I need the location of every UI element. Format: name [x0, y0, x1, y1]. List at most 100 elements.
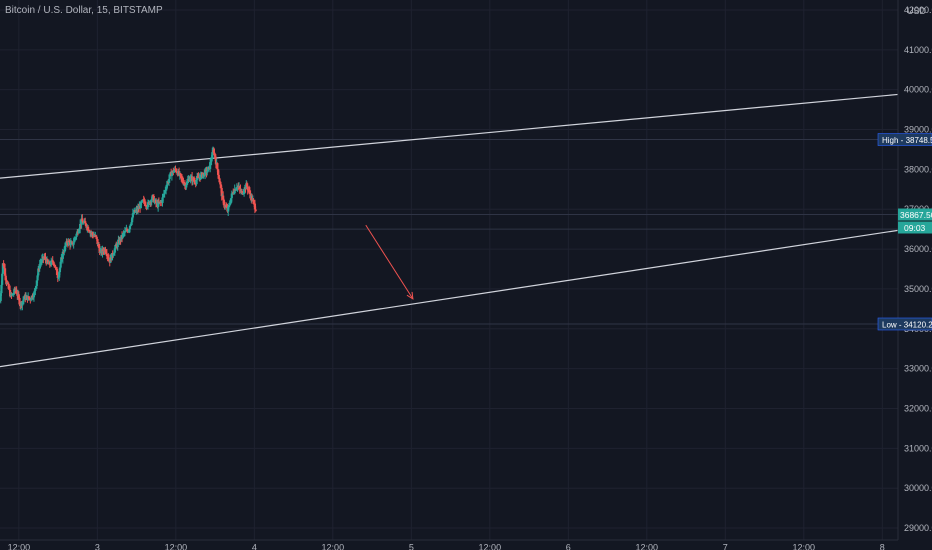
candle-body — [196, 176, 199, 180]
candle-body — [134, 210, 137, 212]
candle-body — [44, 257, 47, 260]
candle-body — [145, 205, 148, 208]
candle-body — [179, 173, 182, 176]
candle-body — [212, 150, 215, 153]
candle-body — [199, 174, 202, 180]
candle-body — [235, 188, 238, 191]
candle-body — [209, 162, 212, 169]
candle-body — [168, 174, 171, 179]
candle-body — [126, 229, 129, 231]
candle-body — [165, 184, 168, 189]
candle-body — [222, 195, 225, 200]
trendline — [0, 93, 899, 179]
time-axis-label: 7 — [723, 542, 728, 550]
candle-body — [35, 280, 38, 286]
candle-body — [248, 190, 251, 195]
candle-body — [31, 295, 34, 298]
candle-body — [172, 170, 176, 173]
candle-body — [146, 207, 149, 209]
candle-body — [216, 163, 219, 170]
price-axis-label: 40000.00 — [904, 85, 932, 95]
candle-body — [58, 272, 61, 278]
candle-body — [116, 242, 119, 248]
candle-body — [74, 237, 77, 239]
candle-body — [175, 171, 179, 173]
candle-body — [189, 176, 192, 179]
time-axis-label: 12:00 — [165, 542, 188, 550]
low-price-tag — [877, 317, 932, 331]
candle-body — [232, 193, 236, 195]
current-price-tag — [898, 208, 932, 221]
candle-body — [67, 240, 70, 244]
candle-body — [50, 260, 53, 265]
symbol-title[interactable]: Bitcoin / U.S. Dollar, 15, BITSTAMP — [5, 5, 163, 16]
candle-body — [104, 248, 107, 252]
candle-body — [56, 275, 59, 278]
candle-body — [29, 299, 33, 301]
candle-body — [229, 202, 232, 205]
candle-body — [37, 268, 40, 276]
candle-body — [78, 229, 81, 232]
high-price-text: High - 38748.52 — [882, 136, 932, 145]
candle-body — [123, 230, 127, 233]
price-axis-label: 31000.00 — [904, 443, 932, 453]
candle-body — [241, 191, 244, 195]
candle-body — [64, 245, 67, 247]
candle-body — [230, 193, 233, 199]
candle-body — [79, 223, 82, 230]
candle-body — [152, 196, 155, 203]
time-axis-label: 12:00 — [8, 542, 31, 550]
candle-body — [40, 258, 43, 263]
candle-body — [217, 174, 220, 179]
candle-body — [209, 161, 212, 163]
candle-body — [124, 230, 127, 232]
candle-body — [225, 206, 228, 208]
currency-label: USD — [907, 6, 927, 16]
candle-body — [253, 203, 257, 210]
candle-body — [111, 253, 114, 256]
candle-body — [213, 152, 216, 155]
candle-body — [151, 195, 154, 200]
candle-body — [121, 233, 124, 238]
candle-body — [139, 202, 142, 209]
candle-body — [77, 231, 80, 234]
candle-body — [128, 229, 131, 231]
candle-body — [105, 251, 108, 254]
candle-body — [36, 275, 39, 281]
candle-body — [113, 252, 116, 255]
candle-body — [1, 273, 4, 285]
candle-body — [149, 201, 152, 205]
candle-body — [13, 288, 16, 293]
price-axis-label: 42000.00 — [904, 5, 932, 15]
candle-body — [11, 293, 15, 295]
candle-body — [0, 284, 3, 294]
price-axis-label: 35000.00 — [904, 284, 932, 294]
candle-body — [81, 218, 84, 222]
candle-body — [250, 195, 254, 201]
candle-body — [175, 169, 178, 172]
time-axis-label: 12:00 — [322, 542, 345, 550]
candle-body — [180, 177, 184, 179]
candle-body — [66, 241, 69, 243]
time-axis[interactable]: 12:00 3 12:00 4 12:00 5 12:00 6 12:00 7 12:00 8 — [8, 542, 885, 550]
price-axis-label: 36000.00 — [904, 244, 932, 254]
candle-body — [206, 168, 210, 172]
candle-body — [197, 176, 200, 178]
time-axis-label: 8 — [880, 542, 885, 550]
candle-body — [38, 264, 41, 269]
candle-body — [15, 289, 18, 294]
candle-body — [246, 186, 249, 191]
price-axis-label: 39000.00 — [904, 125, 932, 135]
candle-body — [7, 283, 10, 289]
candle-body — [193, 181, 197, 184]
candle-body — [95, 236, 98, 240]
candle-body — [120, 235, 123, 241]
candle-body — [228, 204, 231, 206]
candle-body — [51, 260, 54, 263]
candle-body — [46, 259, 49, 263]
candle-body — [238, 186, 241, 190]
candles — [0, 146, 257, 311]
candle-body — [1, 263, 4, 274]
candle-body — [235, 187, 238, 189]
